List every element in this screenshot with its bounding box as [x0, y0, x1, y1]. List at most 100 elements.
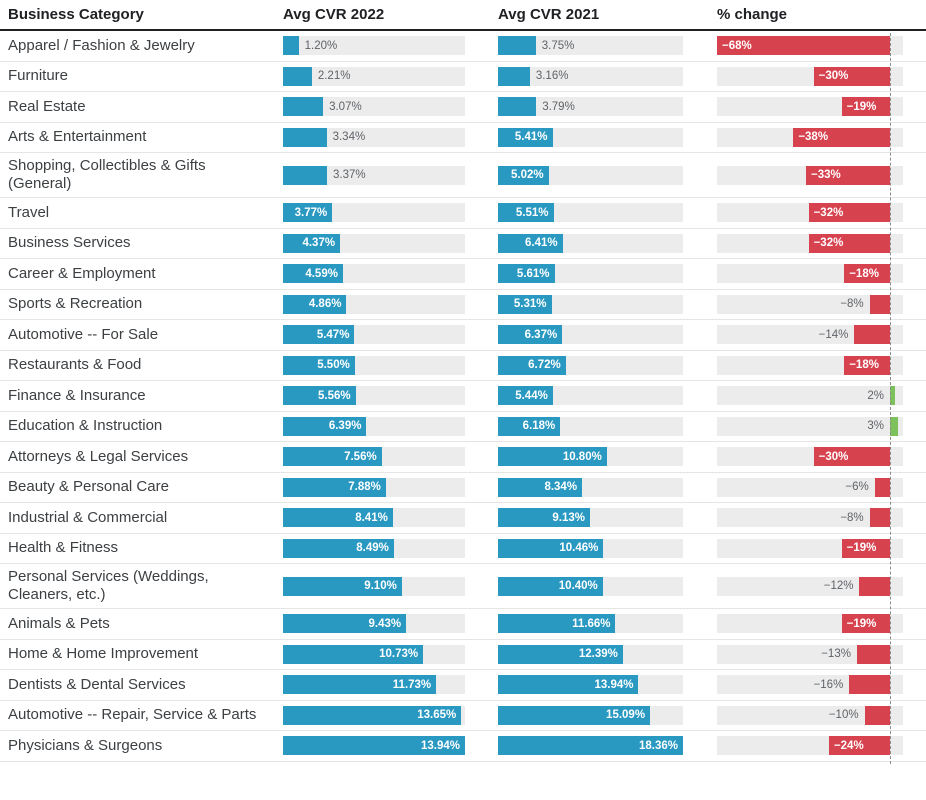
cvr-2022-track: 4.86%	[283, 294, 465, 314]
cvr-2022-track: 5.47%	[283, 325, 465, 345]
cvr-2021-bar	[498, 705, 651, 725]
cvr-2021-bar	[498, 127, 553, 147]
cvr-2022-track: 8.41%	[283, 508, 465, 528]
cvr-2022-bar	[283, 294, 347, 314]
pct-change-value: −18%	[849, 359, 879, 372]
cvr-2022-bar	[283, 477, 386, 497]
cvr-2021-value: 10.46%	[559, 542, 599, 555]
category-label: Shopping, Collectibles & Gifts (General)	[8, 157, 206, 192]
cvr-2022-value: 11.73%	[392, 678, 432, 691]
pct-change-track: −10%	[717, 705, 903, 725]
pct-change-track: −19%	[717, 614, 903, 634]
pct-change-bar	[717, 36, 890, 56]
cvr-2021-value: 18.36%	[638, 739, 678, 752]
cvr-2022-bar	[283, 614, 407, 634]
cvr-2021-track: 10.46%	[498, 538, 683, 558]
cvr-2022-track: 4.59%	[283, 264, 465, 284]
category-label: Personal Services (Weddings, Cleaners, e…	[8, 568, 209, 603]
pct-change-value: −18%	[849, 267, 879, 280]
cvr-2022-track: 11.73%	[283, 675, 465, 695]
cvr-2021-track: 5.41%	[498, 127, 683, 147]
cvr-2022-track: 7.56%	[283, 447, 465, 467]
table-row: Travel 3.77% 5.51% −32%	[0, 198, 926, 229]
pct-change-bar	[808, 233, 890, 253]
pct-change-bar	[806, 165, 890, 185]
cvr-2022-track: 3.34%	[283, 127, 465, 147]
cvr-2021-track: 11.66%	[498, 614, 683, 634]
pct-change-track: −30%	[717, 447, 903, 467]
pct-change-track: −8%	[717, 294, 903, 314]
cvr-2021-track: 5.61%	[498, 264, 683, 284]
cvr-2022-value: 7.88%	[348, 481, 381, 494]
col-header-business-category: Business Category	[8, 6, 144, 23]
pct-change-value: −19%	[846, 617, 877, 630]
cvr-2021-value: 6.72%	[528, 359, 561, 372]
cvr-2022-track: 3.37%	[283, 165, 465, 185]
cvr-2022-bar	[283, 644, 424, 664]
pct-change-track: −14%	[717, 325, 903, 345]
cvr-2021-value: 6.41%	[524, 237, 558, 250]
cvr-2021-bar	[498, 576, 603, 596]
table-row: Restaurants & Food 5.50% 6.72% −18%	[0, 351, 926, 381]
table-row: Shopping, Collectibles & Gifts (General)…	[0, 153, 926, 198]
pct-change-bar	[793, 127, 890, 147]
pct-change-bar	[890, 386, 896, 406]
cvr-2022-bar	[283, 386, 356, 406]
cvr-2021-track: 18.36%	[498, 736, 683, 756]
cvr-2021-value: 11.66%	[572, 617, 611, 630]
cvr-2021-bar	[498, 165, 549, 185]
cvr-2021-bar	[498, 97, 537, 117]
pct-change-track: −24%	[717, 736, 903, 756]
pct-change-track: −38%	[717, 127, 903, 147]
cvr-2021-bar	[498, 264, 555, 284]
cvr-2022-track: 4.37%	[283, 233, 465, 253]
cvr-2022-bar	[283, 705, 462, 725]
cvr-2022-value: 3.34%	[332, 131, 366, 144]
cvr-2021-bar	[498, 675, 639, 695]
cvr-2022-track: 3.07%	[283, 97, 465, 117]
cvr-2021-track: 5.31%	[498, 294, 683, 314]
pct-change-track: −16%	[717, 675, 903, 695]
cvr-2022-track: 5.56%	[283, 386, 465, 406]
pct-change-bar	[849, 675, 890, 695]
cvr-2022-value: 4.37%	[302, 237, 336, 250]
cvr-2022-value: 9.10%	[364, 580, 397, 592]
cvr-2021-track: 13.94%	[498, 675, 683, 695]
col-header-pct-change: % change	[717, 6, 788, 23]
table-row: Attorneys & Legal Services 7.56% 10.80% …	[0, 442, 926, 473]
table-row: Dentists & Dental Services 11.73% 13.94%…	[0, 670, 926, 701]
category-label: Animals & Pets	[8, 614, 110, 632]
cvr-2021-track: 15.09%	[498, 705, 683, 725]
cvr-2022-value: 3.77%	[294, 206, 328, 219]
pct-change-track: −13%	[717, 644, 903, 664]
cvr-2021-track: 3.75%	[498, 36, 683, 56]
table-row: Industrial & Commercial 8.41% 9.13% −8%	[0, 503, 926, 534]
cvr-2022-bar	[283, 264, 343, 284]
cvr-2021-bar	[498, 355, 566, 375]
cvr-2021-bar	[498, 416, 561, 436]
cvr-2022-bar	[283, 508, 393, 528]
cvr-2022-bar	[283, 538, 394, 558]
col-header-avg-cvr-2022: Avg CVR 2022	[283, 6, 385, 23]
cvr-2021-value: 8.34%	[544, 481, 578, 494]
pct-change-value: −38%	[798, 131, 829, 144]
cvr-2022-track: 6.39%	[283, 416, 465, 436]
category-label: Education & Instruction	[8, 417, 163, 435]
category-label: Sports & Recreation	[8, 295, 143, 313]
pct-change-bar	[844, 264, 890, 284]
cvr-2021-value: 5.02%	[510, 169, 544, 181]
cvr-2021-value: 9.13%	[552, 511, 585, 524]
cvr-2022-track: 9.10%	[283, 576, 465, 596]
cvr-2021-value: 5.31%	[513, 298, 547, 311]
category-label: Furniture	[8, 67, 69, 85]
cvr-2021-track: 10.40%	[498, 576, 683, 596]
category-label: Business Services	[8, 234, 131, 252]
pct-change-bar	[854, 325, 890, 345]
cvr-2021-bar	[498, 294, 552, 314]
cvr-2022-track: 9.43%	[283, 614, 465, 634]
pct-change-track: −33%	[717, 165, 903, 185]
cvr-2021-track: 6.72%	[498, 355, 683, 375]
pct-change-track: −12%	[717, 576, 903, 596]
category-label: Arts & Entertainment	[8, 128, 147, 146]
